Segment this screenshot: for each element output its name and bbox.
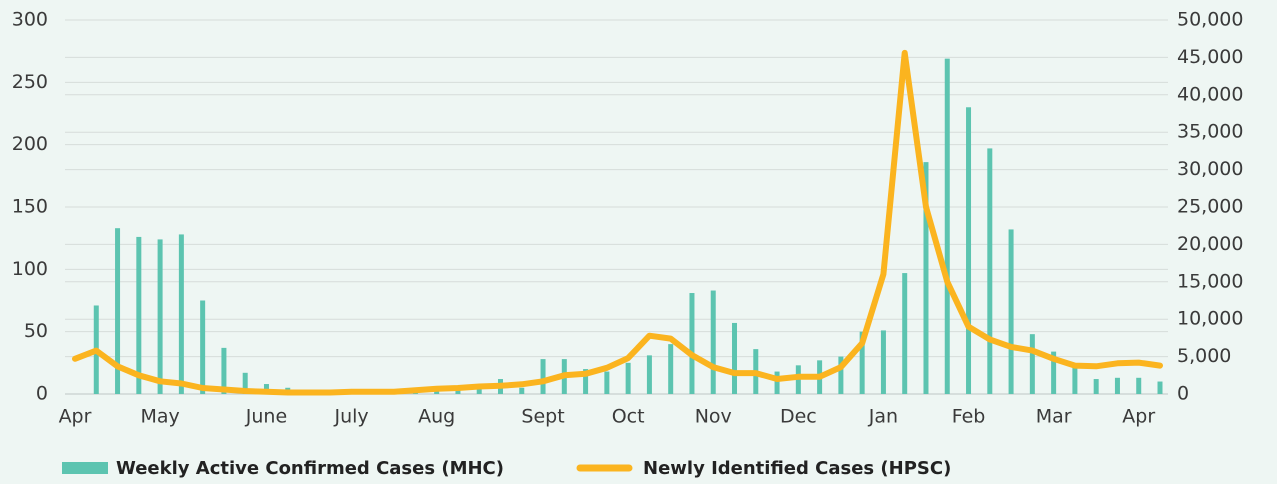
legend-label: Newly Identified Cases (HPSC) [643,458,951,479]
y-tick-label: 150 [12,196,48,218]
bar [1157,381,1163,394]
y-tick-label: 50 [24,320,48,342]
bar [859,331,865,394]
x-tick-label: June [245,406,287,428]
y2-tick-label: 30,000 [1177,158,1243,180]
bar [583,369,589,394]
x-tick-label: Apr [1122,406,1155,428]
x-tick-label: Dec [780,406,817,428]
x-tick-label: Nov [695,406,732,428]
bar [646,355,652,394]
legend-swatch [62,462,108,474]
bar [519,387,525,394]
bar [1051,351,1057,394]
y2-tick-label: 15,000 [1177,270,1243,292]
y2-tick-label: 0 [1177,383,1189,405]
bar [434,390,440,394]
y2-tick-label: 5,000 [1177,345,1231,367]
bar [902,273,908,394]
bar [242,372,248,394]
bar [880,330,886,394]
bar [455,389,461,394]
bar [668,344,674,394]
bar [1072,366,1078,394]
bar [1093,379,1099,394]
y-tick-label: 250 [12,71,48,93]
line [72,49,1163,396]
y2-tick-label: 10,000 [1177,308,1243,330]
bar [604,371,610,394]
x-tick-label: Feb [952,406,986,428]
x-tick-label: Mar [1036,406,1072,428]
y2-tick-label: 35,000 [1177,121,1243,143]
bar [540,359,546,394]
bar [944,58,950,394]
bar [689,293,695,394]
bar [838,356,844,394]
bar [200,300,206,394]
y-tick-label: 200 [12,133,48,155]
legend-label: Weekly Active Confirmed Cases (MHC) [116,458,504,479]
bar [178,234,184,394]
bar [923,162,929,394]
x-tick-label: Jan [868,406,898,428]
bar [476,389,482,394]
bar [1114,377,1120,394]
y-tick-label: 300 [12,9,48,31]
y-tick-label: 100 [12,258,48,280]
y2-tick-label: 50,000 [1177,9,1243,31]
bar [157,239,163,394]
y-tick-label: 0 [36,383,48,405]
bar [774,371,780,394]
bar [115,228,121,394]
bar [732,322,738,394]
bar [221,347,227,394]
x-tick-label: May [140,406,179,428]
bar [136,236,142,394]
y2-tick-label: 40,000 [1177,83,1243,105]
y2-tick-label: 25,000 [1177,196,1243,218]
x-tick-label: Sept [521,406,564,428]
y2-tick-label: 45,000 [1177,46,1243,68]
bar [1008,229,1014,394]
bar [710,290,716,394]
bar [625,362,631,394]
x-tick-label: July [333,406,368,428]
bar [1136,377,1142,394]
x-tick-label: Oct [612,406,645,428]
bar [987,148,993,394]
bar [1029,334,1035,394]
bar [966,107,972,395]
x-tick-label: Aug [418,406,455,428]
y2-tick-label: 20,000 [1177,233,1243,255]
x-tick-label: Apr [59,406,92,428]
